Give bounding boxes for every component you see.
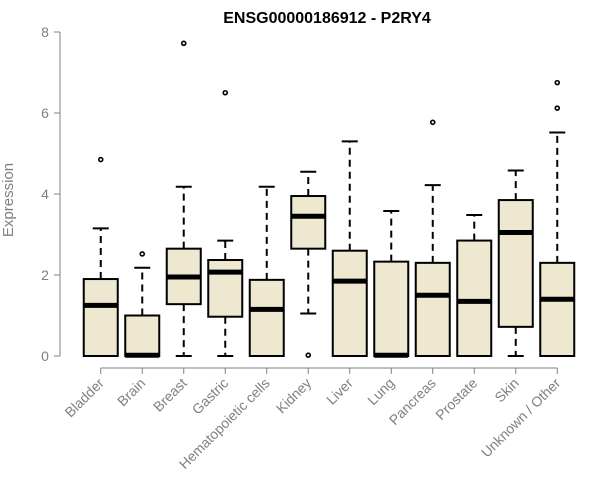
- box-gastric: [207, 89, 244, 357]
- x-tick-label: Skin: [491, 375, 522, 406]
- box-breast: [165, 40, 202, 357]
- box-skin: [497, 169, 534, 357]
- x-tick-label: Liver: [323, 375, 356, 408]
- outlier-point: [554, 105, 561, 111]
- x-tick-label: Bladder: [61, 375, 107, 421]
- outlier-point: [554, 79, 561, 86]
- outlier-point: [429, 119, 436, 126]
- outlier-point: [180, 40, 187, 47]
- x-tick-label: Unknown / Other: [478, 375, 564, 461]
- outlier-point: [97, 156, 104, 163]
- box-iqr: [373, 260, 410, 358]
- box-lung: [373, 210, 410, 358]
- y-axis-label: Expression: [0, 163, 17, 237]
- box-pancreas: [414, 119, 451, 358]
- box-iqr: [456, 239, 493, 357]
- box-iqr: [331, 249, 368, 357]
- outlier-point: [139, 251, 146, 257]
- y-tick-label: 2: [41, 267, 49, 283]
- chart-title: ENSG00000186912 - P2RY4: [223, 10, 431, 27]
- y-tick-label: 6: [41, 105, 49, 121]
- box-iqr: [124, 314, 161, 357]
- axes: 0 2 4 6 8: [41, 24, 558, 374]
- box-bladder: [82, 156, 119, 357]
- box-iqr: [414, 261, 451, 358]
- y-tick-label: 4: [41, 186, 49, 202]
- box-iqr: [207, 259, 244, 318]
- box-iqr: [497, 199, 534, 328]
- boxes-layer: [82, 40, 576, 358]
- box-unknown-other: [539, 79, 576, 358]
- x-tick-label: Brain: [114, 375, 148, 409]
- box-prostate: [456, 214, 493, 357]
- y-tick-label: 0: [41, 348, 49, 364]
- box-kidney: [290, 170, 327, 358]
- box-iqr: [82, 278, 119, 357]
- box-liver: [331, 140, 368, 357]
- x-tick-label: Breast: [150, 375, 190, 415]
- x-tick-label: Kidney: [273, 375, 315, 417]
- x-tick-label: Lung: [364, 375, 397, 408]
- box-iqr: [248, 278, 285, 357]
- box-brain: [124, 251, 161, 358]
- outlier-point: [222, 89, 229, 96]
- box-iqr: [539, 261, 576, 358]
- box-iqr: [290, 195, 327, 250]
- y-tick-label: 8: [41, 24, 49, 40]
- outlier-point: [305, 352, 312, 358]
- box-hematopoietic-cells: [248, 185, 285, 357]
- x-tick-label: Prostate: [432, 375, 480, 423]
